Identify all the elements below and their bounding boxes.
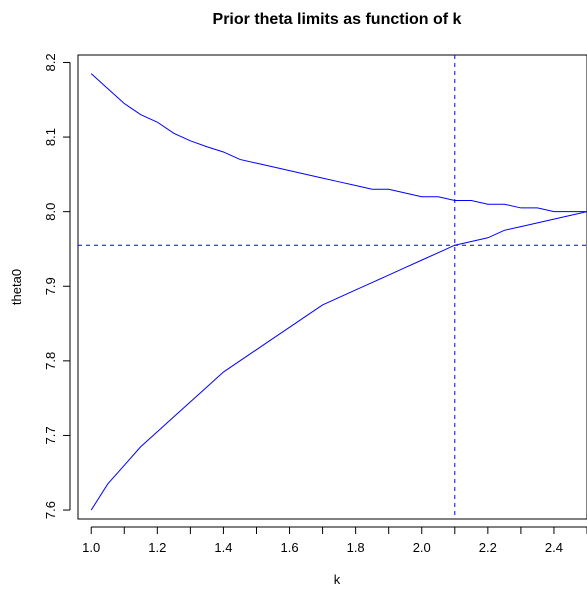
x-tick-label: 1.2	[148, 540, 166, 555]
chart-title: Prior theta limits as function of k	[213, 11, 462, 28]
y-tick-label: 7.8	[43, 352, 58, 370]
x-tick-label: 2.4	[545, 540, 563, 555]
y-tick-label: 7.7	[43, 426, 58, 444]
series-group	[90, 73, 587, 511]
y-axis-label: theta0	[9, 269, 24, 305]
plot-area-frame	[77, 54, 587, 520]
y-tick-label: 8.2	[43, 53, 58, 71]
lower-limit-series-line	[90, 211, 587, 511]
x-axis: 1.0 1.2 1.4 1.6 1.8 2.0 2.2 2.4	[82, 526, 587, 555]
x-axis-label: k	[334, 572, 341, 587]
y-axis: 7.6 7.7 7.8 7.9 8.0 8.1 8.2	[43, 53, 71, 519]
y-tick-label: 7.6	[43, 501, 58, 519]
x-tick-label: 1.8	[347, 540, 365, 555]
reference-lines	[78, 55, 587, 519]
x-tick-label: 1.6	[280, 540, 298, 555]
y-tick-label: 8.0	[43, 203, 58, 221]
x-tick-label: 1.0	[82, 540, 100, 555]
y-tick-label: 7.9	[43, 277, 58, 295]
x-tick-label: 2.0	[413, 540, 431, 555]
x-tick-label: 1.4	[214, 540, 232, 555]
upper-limit-series-line	[90, 73, 587, 213]
x-tick-label: 2.2	[479, 540, 497, 555]
y-tick-label: 8.1	[43, 128, 58, 146]
